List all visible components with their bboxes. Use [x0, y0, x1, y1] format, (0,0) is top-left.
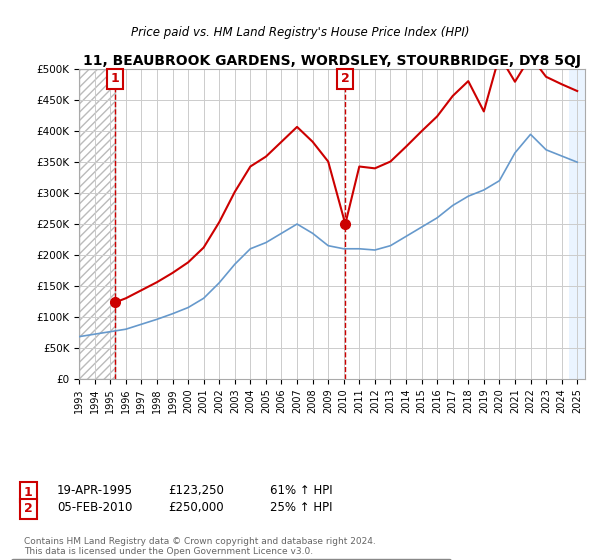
Legend: 11, BEAUBROOK GARDENS, WORDSLEY, STOURBRIDGE, DY8 5QJ (detached house), HPI: Ave: 11, BEAUBROOK GARDENS, WORDSLEY, STOURBR… [11, 559, 451, 560]
Text: £123,250: £123,250 [168, 484, 224, 497]
Text: 25% ↑ HPI: 25% ↑ HPI [270, 501, 332, 514]
Bar [79, 69, 115, 379]
Text: 05-FEB-2010: 05-FEB-2010 [57, 501, 133, 514]
Text: 2: 2 [24, 502, 33, 515]
Text: 1: 1 [24, 486, 33, 498]
Text: Contains HM Land Registry data © Crown copyright and database right 2024.
This d: Contains HM Land Registry data © Crown c… [24, 537, 376, 557]
Text: 2: 2 [341, 72, 350, 86]
Text: 19-APR-1995: 19-APR-1995 [57, 484, 133, 497]
Text: Price paid vs. HM Land Registry's House Price Index (HPI): Price paid vs. HM Land Registry's House … [131, 26, 469, 39]
Text: 61% ↑ HPI: 61% ↑ HPI [270, 484, 332, 497]
Title: 11, BEAUBROOK GARDENS, WORDSLEY, STOURBRIDGE, DY8 5QJ: 11, BEAUBROOK GARDENS, WORDSLEY, STOURBR… [83, 54, 581, 68]
Text: 1: 1 [110, 72, 119, 86]
Text: £250,000: £250,000 [168, 501, 224, 514]
Bar [569, 69, 585, 379]
